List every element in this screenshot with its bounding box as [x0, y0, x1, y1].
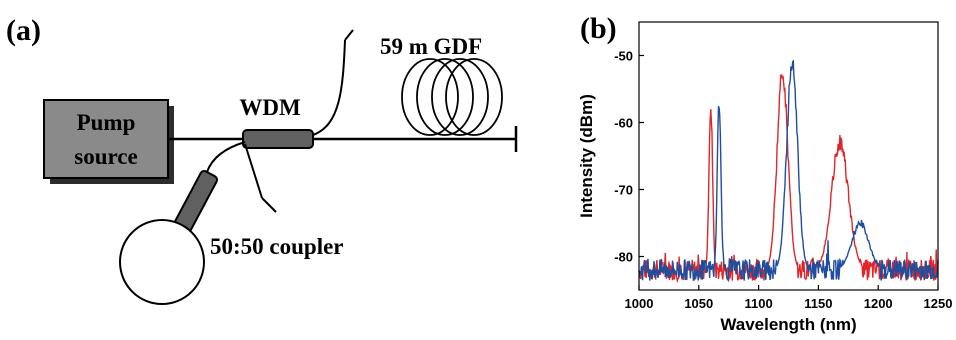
y-tick-label: -50 — [614, 49, 633, 64]
fiber-label: 59 m GDF — [380, 34, 482, 59]
wdm-output-port — [312, 39, 346, 136]
spectrum-panel: (b) 1000 1050 1100 1150 1200 1250 -80 -70 -60 -50… — [560, 0, 956, 335]
spectrum-chart: (b) 1000 1050 1100 1150 1200 1250 -80 -70 -60 -50… — [577, 12, 952, 334]
coupler-feed-fiber — [206, 141, 246, 173]
x-tick-label: 1150 — [804, 296, 832, 311]
coupler-label: 50:50 coupler — [210, 234, 344, 259]
y-tick-label: -80 — [614, 250, 633, 265]
y-tick-label: -60 — [614, 116, 633, 131]
panel-b-label: (b) — [580, 12, 617, 45]
coupler-output-port — [244, 143, 263, 199]
spectrum-series-line — [638, 59, 939, 283]
y-axis-label: Intensity (dBm) — [577, 94, 596, 218]
x-axis-label: Wavelength (nm) — [720, 315, 856, 334]
fiber-loop — [119, 219, 205, 305]
x-tick-label: 1100 — [744, 296, 772, 311]
wdm-output-tip — [344, 29, 354, 41]
x-tick-label: 1200 — [864, 296, 893, 311]
gdf-fiber-coil — [401, 58, 503, 136]
x-tick-label: 1250 — [924, 296, 953, 311]
wdm-component — [242, 129, 314, 149]
pump-label-line2: source — [74, 144, 137, 169]
y-tick-label: -70 — [614, 183, 633, 198]
schematic-diagram: (a) Pump source WDM 59 m GDF — [6, 14, 518, 305]
pump-source-box — [43, 99, 169, 179]
coupler-output-tip — [261, 197, 277, 213]
panel-a-label: (a) — [6, 14, 41, 47]
wdm-label: WDM — [239, 95, 301, 120]
pump-label-line1: Pump — [77, 110, 136, 135]
schematic-panel: (a) Pump source WDM 59 m GDF — [6, 14, 518, 305]
x-tick-label: 1050 — [684, 296, 713, 311]
series-layer — [638, 59, 939, 284]
tick-layer: 1000 1050 1100 1150 1200 1250 -80 -70 -60 -50 — [614, 49, 952, 312]
axes-frame — [638, 21, 939, 291]
x-tick-label: 1000 — [625, 296, 654, 311]
